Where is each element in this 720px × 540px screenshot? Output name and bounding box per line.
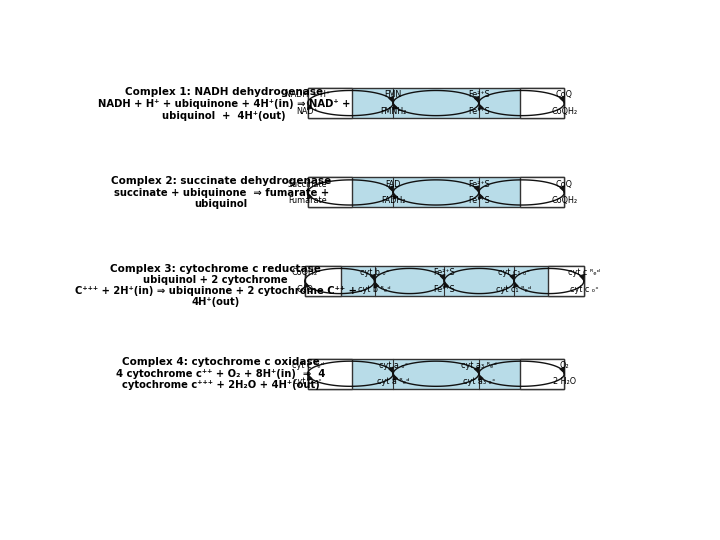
Text: Complex 2: succinate dehydrogenase: Complex 2: succinate dehydrogenase	[111, 176, 331, 186]
Text: 4 cytochrome c⁺⁺ + O₂ + 8H⁺(in)  ⇒  4: 4 cytochrome c⁺⁺ + O₂ + 8H⁺(in) ⇒ 4	[117, 369, 326, 379]
Text: FMN: FMN	[384, 91, 402, 99]
Bar	[307, 359, 352, 389]
Text: cyt a₃ ᴿₑᵈ: cyt a₃ ᴿₑᵈ	[461, 361, 497, 370]
Text: Fe²⁺S: Fe²⁺S	[468, 180, 490, 189]
Bar	[305, 266, 341, 296]
Text: NADH + H⁺ + ubiquinone + 4H⁺(in) ⇒ NAD⁺ +: NADH + H⁺ + ubiquinone + 4H⁺(in) ⇒ NAD⁺ …	[98, 99, 350, 109]
Bar	[307, 178, 352, 207]
Text: Succinate: Succinate	[288, 180, 328, 189]
Text: FMNH₂: FMNH₂	[380, 106, 406, 116]
Text: cyt a ᴿₑᵈ: cyt a ᴿₑᵈ	[377, 377, 410, 386]
Text: succinate + ubiquinone  ⇒ fumarate +: succinate + ubiquinone ⇒ fumarate +	[114, 188, 329, 198]
Bar	[548, 266, 584, 296]
Text: cyt c ᴿₑᵈ: cyt c ᴿₑᵈ	[292, 361, 323, 370]
Text: cyt c ₒˣ: cyt c ₒˣ	[570, 285, 598, 294]
Text: NADH + H⁺: NADH + H⁺	[285, 91, 330, 99]
Text: cyt b ᴿₑᵈ: cyt b ᴿₑᵈ	[359, 285, 391, 294]
Bar	[307, 178, 564, 207]
Bar	[307, 359, 564, 389]
Bar	[520, 178, 564, 207]
Text: cyt a₃ ₒˣ: cyt a₃ ₒˣ	[462, 377, 495, 386]
Text: CoQ: CoQ	[297, 285, 313, 294]
Text: cyt c₁ ᴿₑᵈ: cyt c₁ ᴿₑᵈ	[497, 285, 531, 294]
Bar	[307, 88, 352, 118]
Text: Fe²⁺S: Fe²⁺S	[468, 91, 490, 99]
Text: CoQH₂: CoQH₂	[552, 106, 577, 116]
Text: FADH₂: FADH₂	[381, 196, 405, 205]
Bar	[520, 359, 564, 389]
Text: cyt c ᴿₑᵈ: cyt c ᴿₑᵈ	[568, 268, 600, 278]
Text: Fe²⁺S: Fe²⁺S	[433, 268, 455, 278]
Text: ubiquinol + 2 cytochrome: ubiquinol + 2 cytochrome	[143, 275, 288, 285]
Text: cyt c₁ ₒˣ: cyt c₁ ₒˣ	[498, 268, 530, 278]
Text: Complex 3: cytochrome c reductase: Complex 3: cytochrome c reductase	[110, 264, 321, 274]
Text: cytochrome c⁺⁺⁺ + 2H₂O + 4H⁺(out): cytochrome c⁺⁺⁺ + 2H₂O + 4H⁺(out)	[122, 380, 320, 390]
Bar	[520, 88, 564, 118]
Text: FAD: FAD	[385, 180, 401, 189]
Text: CoQ: CoQ	[556, 180, 573, 189]
Text: Complex 1: NADH dehydrogenase: Complex 1: NADH dehydrogenase	[125, 87, 323, 97]
Text: C⁺⁺⁺ + 2H⁺(in) ⇒ ubiquinone + 2 cytochrome C⁺⁺ +: C⁺⁺⁺ + 2H⁺(in) ⇒ ubiquinone + 2 cytochro…	[75, 286, 356, 296]
Text: Complex 4: cytochrome c oxidase: Complex 4: cytochrome c oxidase	[122, 357, 320, 367]
Text: cyt c ₒˣ: cyt c ₒˣ	[293, 377, 322, 386]
Text: ubiquinol  +  4H⁺(out): ubiquinol + 4H⁺(out)	[162, 111, 286, 120]
Text: Fe³⁺S: Fe³⁺S	[468, 196, 490, 205]
Text: ubiquinol: ubiquinol	[194, 199, 248, 209]
Text: CoQH₂: CoQH₂	[292, 268, 318, 278]
Text: Fe³⁺S: Fe³⁺S	[433, 285, 455, 294]
Text: cyt a ₒˣ: cyt a ₒˣ	[379, 361, 408, 370]
Text: NAD⁺: NAD⁺	[297, 106, 318, 116]
Bar	[307, 88, 564, 118]
Text: O₂: O₂	[559, 361, 569, 370]
Bar	[305, 266, 584, 296]
Text: Fumarate: Fumarate	[288, 196, 327, 205]
Text: cyt b ₒˣ: cyt b ₒˣ	[360, 268, 390, 278]
Text: CoQH₂: CoQH₂	[552, 196, 577, 205]
Text: 2 H₂O: 2 H₂O	[553, 377, 576, 386]
Text: 4H⁺(out): 4H⁺(out)	[192, 297, 240, 307]
Text: CoQ: CoQ	[556, 91, 573, 99]
Text: Fe³⁺S: Fe³⁺S	[468, 106, 490, 116]
